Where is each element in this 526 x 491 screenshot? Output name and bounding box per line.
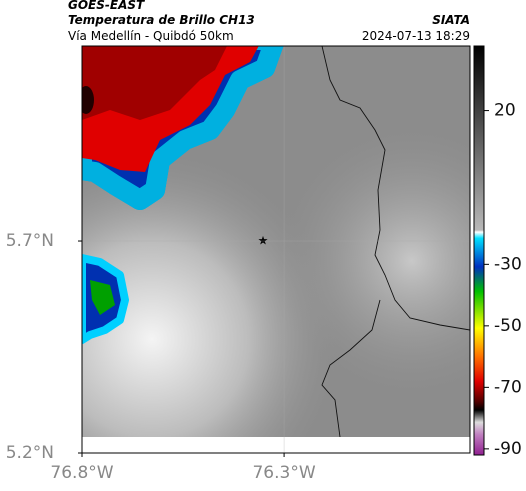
colorbar-label: -50 (494, 316, 522, 336)
region: Vía Medellín - Quibdó 50km (68, 29, 234, 43)
x-tick-label: 76.8°W (50, 463, 113, 483)
subtitle: Temperatura de Brillo CH13 (68, 13, 255, 27)
y-tick-label: 5.7°N (6, 231, 54, 251)
title: GOES-EAST (68, 0, 145, 12)
x-tick-label: 76.3°W (252, 463, 315, 483)
colorbar-label: -30 (494, 254, 522, 274)
colorbar-label: -70 (494, 377, 522, 397)
colorbar (473, 45, 485, 456)
location-star: ★ (258, 234, 269, 248)
source: SIATA (432, 13, 470, 27)
satellite-image: ★ (82, 46, 470, 437)
colorbar-label: -90 (494, 439, 522, 459)
map-frame (81, 45, 471, 454)
datetime: 2024-07-13 18:29 (362, 29, 470, 43)
y-tick-label: 5.2°N (6, 443, 54, 463)
colorbar-label: 20 (494, 101, 516, 121)
